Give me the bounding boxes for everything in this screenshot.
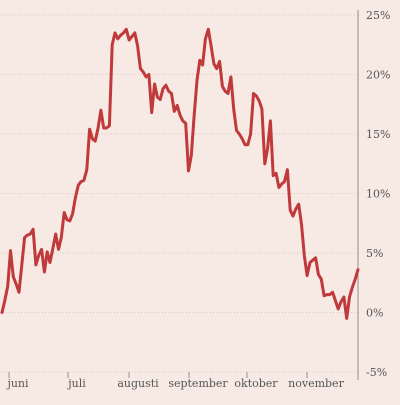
x-tick-label: juli	[66, 377, 86, 390]
y-tick-label: 10%	[366, 188, 390, 201]
y-tick-labels: 25% 20% 15% 10% 5% 0% -5%	[366, 9, 390, 379]
x-tick-label: november	[288, 377, 344, 390]
y-tick-label: 25%	[366, 9, 390, 22]
gridlines	[0, 14, 358, 373]
x-tick-labels: juni juli augusti september oktober november	[5, 377, 344, 390]
x-tick-label: oktober	[234, 377, 278, 390]
series-line	[0, 27, 360, 320]
y-tick-label: 5%	[366, 247, 383, 260]
x-tick-label: september	[168, 377, 228, 390]
y-tick-label: -5%	[366, 366, 387, 379]
x-tick-label: augusti	[117, 377, 159, 390]
y-tick-label: 15%	[366, 128, 390, 141]
y-tick-label: 20%	[366, 69, 390, 82]
series	[0, 27, 360, 320]
y-tick-label: 0%	[366, 307, 383, 320]
axes	[8, 10, 359, 380]
x-tick-label: juni	[5, 377, 29, 390]
